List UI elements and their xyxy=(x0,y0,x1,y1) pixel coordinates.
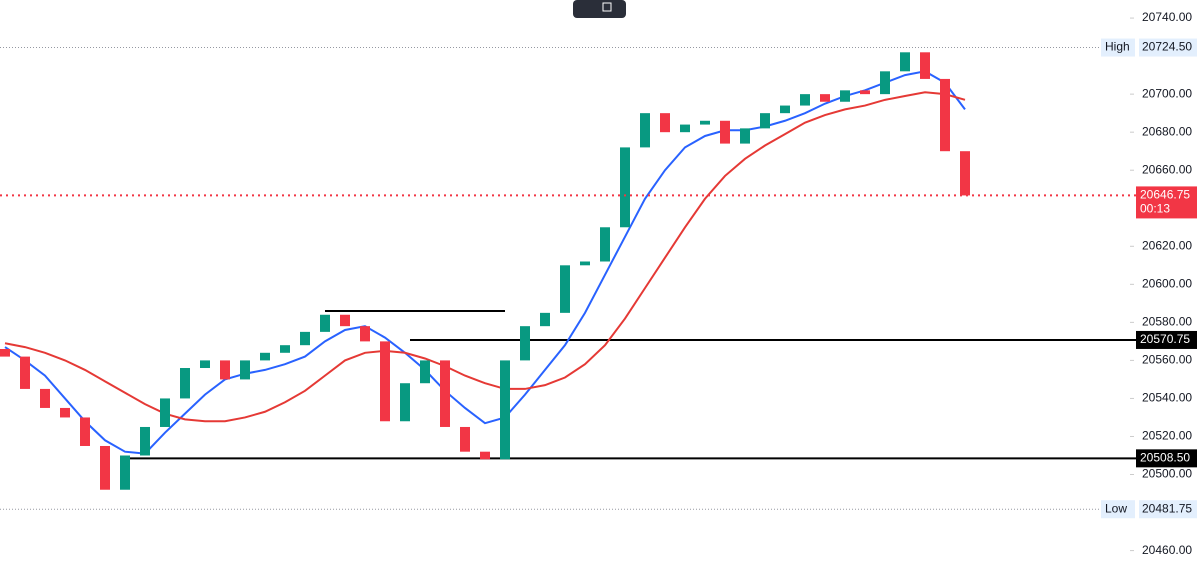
candle-body xyxy=(780,105,790,114)
candle-body xyxy=(800,94,810,106)
candle-body xyxy=(540,312,550,327)
candle-body xyxy=(480,451,490,460)
candle-body xyxy=(840,90,850,102)
candle-body xyxy=(360,326,370,342)
candle-body xyxy=(880,71,890,95)
level-label-box xyxy=(1136,330,1197,349)
candle-body xyxy=(380,341,390,422)
candle-body xyxy=(740,128,750,144)
candle-body xyxy=(0,348,10,357)
candle-body xyxy=(440,360,450,427)
candle-body xyxy=(80,417,90,446)
candle-body xyxy=(40,388,50,408)
y-tick-label: 20500.00 xyxy=(1142,467,1192,481)
low-label: 20481.75 xyxy=(1142,501,1192,515)
moving-average xyxy=(4,70,966,455)
high-name-box xyxy=(1101,38,1135,57)
candle-body xyxy=(920,52,930,79)
y-tick-label: 20540.00 xyxy=(1142,391,1192,405)
candle-body xyxy=(520,326,530,361)
candle-body xyxy=(420,360,430,384)
candle-body xyxy=(580,261,590,266)
candle-body xyxy=(940,78,950,152)
candle-body xyxy=(60,407,70,418)
low-name-box xyxy=(1101,500,1135,519)
candle-body xyxy=(560,265,570,313)
low-label-box xyxy=(1139,500,1197,519)
candle-body xyxy=(240,360,250,380)
level-label: 20570.75 xyxy=(1140,332,1190,346)
candle-body xyxy=(640,113,650,148)
candle-body xyxy=(600,227,610,262)
candle-body xyxy=(700,120,710,125)
toolbar[interactable] xyxy=(573,0,626,18)
y-tick-label: 20460.00 xyxy=(1142,543,1192,557)
candle-body xyxy=(680,124,690,133)
toolbar-icon[interactable] xyxy=(602,2,612,12)
candle-body xyxy=(200,360,210,369)
candle-body xyxy=(400,383,410,422)
candle-body xyxy=(220,360,230,380)
y-tick-label: 20680.00 xyxy=(1142,124,1192,138)
candle-body xyxy=(100,445,110,490)
level-label: 20508.50 xyxy=(1140,451,1190,465)
candle-body xyxy=(860,90,870,95)
y-tick-label: 20660.00 xyxy=(1142,162,1192,176)
candle-body xyxy=(620,147,630,228)
candle-body xyxy=(340,314,350,327)
candle-body xyxy=(720,120,730,144)
last-price-box xyxy=(1136,186,1197,219)
high-label-box xyxy=(1139,38,1197,57)
candle-body xyxy=(20,356,30,389)
candle-body xyxy=(140,426,150,456)
low-name: Low xyxy=(1105,501,1127,515)
y-tick-label: 20560.00 xyxy=(1142,353,1192,367)
candle-body xyxy=(960,151,970,196)
candle-body xyxy=(120,455,130,490)
y-tick-label: 20520.00 xyxy=(1142,429,1192,443)
last-price-label: 20646.75 xyxy=(1140,188,1190,202)
level-label-box xyxy=(1136,449,1197,468)
y-tick-label: 20580.00 xyxy=(1142,315,1192,329)
candle-body xyxy=(660,113,670,133)
moving-average xyxy=(4,91,966,423)
candle-body xyxy=(320,314,330,332)
countdown: 00:13 xyxy=(1140,202,1170,216)
candle-body xyxy=(500,360,510,460)
candle-body xyxy=(460,426,470,452)
high-name: High xyxy=(1105,40,1130,54)
y-tick-label: 20620.00 xyxy=(1142,238,1192,252)
candle-body xyxy=(160,398,170,427)
candle-body xyxy=(280,345,290,353)
high-label: 20724.50 xyxy=(1142,40,1192,54)
candle-body xyxy=(820,94,830,102)
candle-body xyxy=(760,113,770,129)
candle-body xyxy=(900,52,910,72)
candle-body xyxy=(300,331,310,346)
y-tick-label: 20700.00 xyxy=(1142,86,1192,100)
candle-body xyxy=(180,368,190,399)
y-tick-label: 20740.00 xyxy=(1142,10,1192,24)
y-tick-label: 20600.00 xyxy=(1142,277,1192,291)
candle-body xyxy=(260,352,270,361)
